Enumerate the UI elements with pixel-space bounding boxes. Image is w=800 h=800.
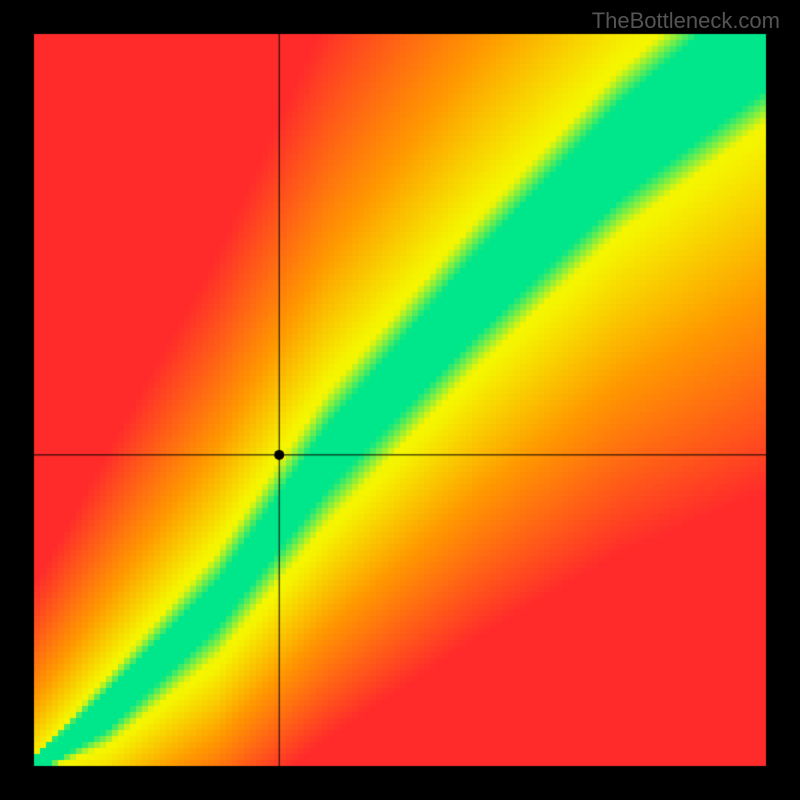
- attribution-label: TheBottleneck.com: [592, 8, 780, 34]
- chart-container: TheBottleneck.com: [0, 0, 800, 800]
- heatmap-canvas: [0, 0, 800, 800]
